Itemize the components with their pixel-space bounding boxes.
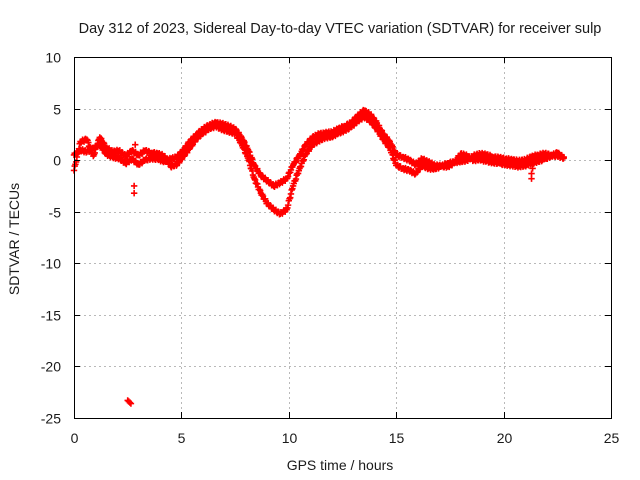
x-axis-label: GPS time / hours [287,457,394,473]
x-tick-label: 0 [71,430,79,446]
y-tick-label: 5 [53,102,61,118]
y-tick-label: -15 [41,308,61,324]
x-tick-label: 25 [604,430,620,446]
data-points [70,106,567,407]
x-tick-label: 15 [389,430,405,446]
y-tick-label: -25 [41,411,61,427]
y-axis-ticks: 10 5 0 -5 -10 -15 -20 -25 [41,50,611,427]
data-point [132,141,139,148]
x-axis-ticks: 0 5 10 15 20 25 [71,57,620,446]
y-tick-label: -10 [41,256,61,272]
y-axis-label: SDTVAR / TECUs [6,183,22,295]
data-point [130,182,138,190]
data-point [528,170,535,177]
chart-title: Day 312 of 2023, Sidereal Day-to-day VTE… [79,21,602,37]
grid-lines [74,57,611,418]
x-tick-label: 20 [497,430,513,446]
data-point [529,165,536,172]
x-tick-label: 5 [178,430,186,446]
plot-frame [74,57,612,419]
y-tick-label: 0 [53,153,61,169]
data-point [560,154,567,162]
x-tick-label: 10 [282,430,298,446]
data-point [127,400,135,407]
y-tick-label: -20 [41,359,61,375]
data-point [130,189,138,197]
y-tick-label: -5 [49,205,62,221]
data-point [126,399,134,406]
y-tick-label: 10 [45,50,61,66]
